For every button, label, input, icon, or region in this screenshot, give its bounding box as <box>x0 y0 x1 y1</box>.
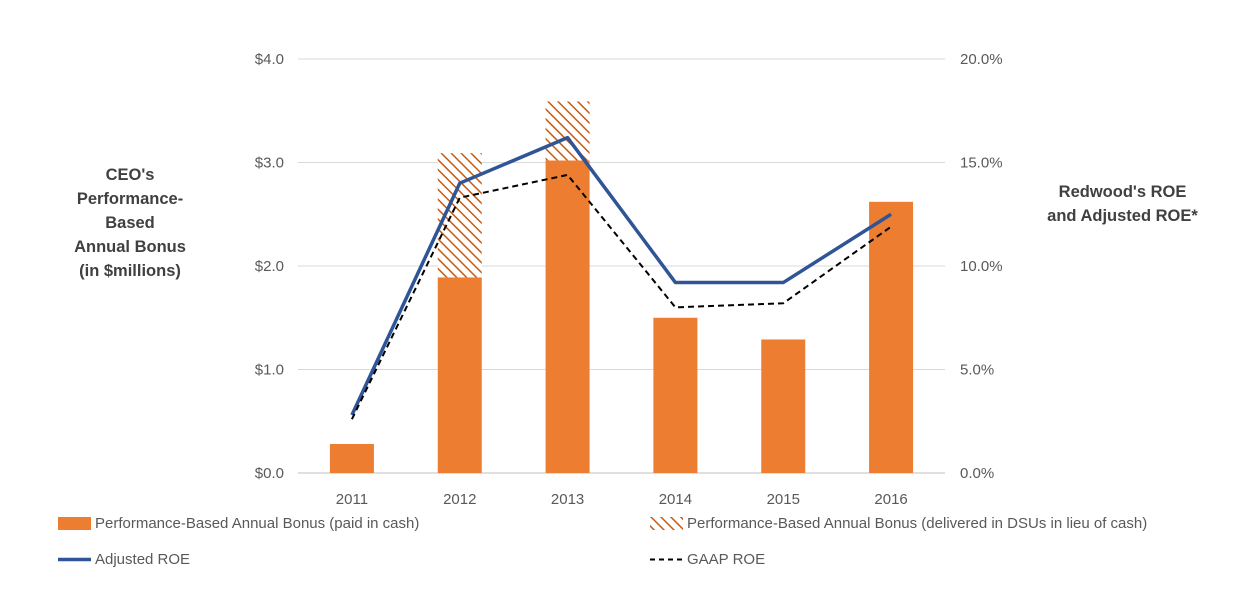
left-tick-label: $4.0 <box>255 51 284 68</box>
legend-label-adjusted-roe: Adjusted ROE <box>95 551 191 568</box>
right-tick-label: 15.0% <box>960 155 1003 172</box>
legend-item-gaap-roe: GAAP ROE <box>650 551 765 568</box>
bar-cash-2016 <box>869 201 914 473</box>
x-tick-label: 2014 <box>659 491 692 508</box>
right-tick-label: 20.0% <box>960 51 1003 68</box>
x-tick-label: 2015 <box>767 491 800 508</box>
legend-swatch-dsu <box>650 517 683 530</box>
legend-swatch-gaap-roe <box>650 558 683 561</box>
legend-item-dsu-bonus: Performance-Based Annual Bonus (delivere… <box>650 515 1147 532</box>
legend-swatch-cash <box>58 517 91 530</box>
bar-cash-2012 <box>437 277 482 473</box>
legend-label-gaap-roe: GAAP ROE <box>687 551 766 568</box>
bar-cash-2015 <box>761 339 806 473</box>
bar-dsu-2013 <box>545 101 590 161</box>
line-gaap-roe <box>351 173 892 420</box>
bar-cash-2011 <box>329 444 374 473</box>
legend-item-adjusted-roe: Adjusted ROE <box>58 551 190 568</box>
right-tick-label: 10.0% <box>960 258 1003 275</box>
left-tick-label: $0.0 <box>255 465 284 482</box>
right-tick-label: 5.0% <box>960 362 994 379</box>
left-tick-label: $2.0 <box>255 258 284 275</box>
x-tick-label: 2016 <box>874 491 907 508</box>
x-tick-label: 2012 <box>443 491 476 508</box>
legend-item-cash-bonus: Performance-Based Annual Bonus (paid in … <box>58 515 419 532</box>
bar-cash-2014 <box>653 317 698 473</box>
gridlines <box>298 58 945 474</box>
lines <box>350 135 893 420</box>
x-tick-label: 2013 <box>551 491 584 508</box>
left-axis-title: CEO's Performance- Based Annual Bonus (i… <box>74 166 186 280</box>
bars <box>329 101 914 473</box>
tick-labels: $0.0 0.0% $1.0 5.0% $2.0 10.0% $3.0 15.0% $4.0 20… <box>255 51 1003 508</box>
right-axis-title: Redwood's ROE and Adjusted ROE* <box>1047 183 1198 225</box>
legend-swatch-adjusted-roe <box>58 557 91 562</box>
legend-label-cash: Performance-Based Annual Bonus (paid in … <box>95 515 420 532</box>
left-tick-label: $1.0 <box>255 362 284 379</box>
x-tick-label: 2011 <box>336 491 368 508</box>
line-adjusted-roe <box>350 135 893 416</box>
right-tick-label: 0.0% <box>960 465 994 482</box>
legend-label-dsu: Performance-Based Annual Bonus (delivere… <box>687 515 1148 532</box>
left-tick-label: $3.0 <box>255 155 284 172</box>
bar-cash-2013 <box>545 160 590 473</box>
